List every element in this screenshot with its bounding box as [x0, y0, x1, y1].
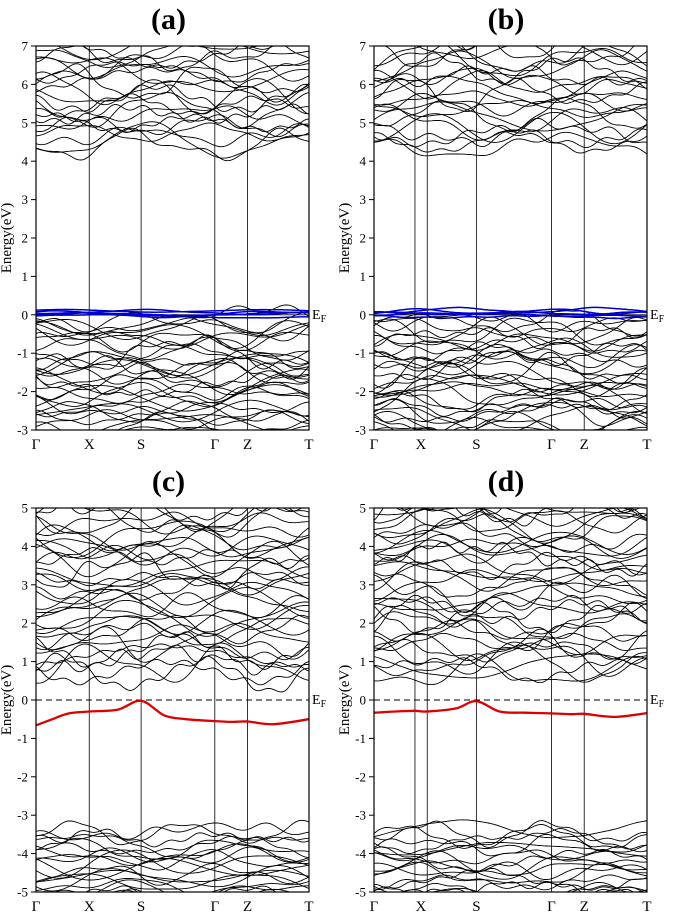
svg-text:3: 3	[359, 577, 366, 592]
svg-text:4: 4	[22, 539, 29, 554]
svg-text:1: 1	[22, 269, 29, 284]
svg-text:0: 0	[22, 693, 29, 708]
svg-text:EF: EF	[312, 308, 327, 325]
svg-text:X: X	[84, 437, 95, 453]
svg-text:Γ: Γ	[547, 437, 556, 453]
panel-d-label: (d)	[487, 465, 525, 498]
svg-text:S: S	[472, 899, 480, 915]
svg-text:2: 2	[22, 616, 29, 631]
svg-text:5: 5	[22, 502, 29, 516]
svg-text:3: 3	[359, 192, 366, 207]
band-plot-a: -3 -2 -1 0 1 2 3 4 5 6 7 Γ X S Γ Z T Energy(eV) EF	[0, 40, 327, 453]
panel-c-label: (c)	[151, 465, 186, 498]
svg-text:0: 0	[359, 693, 366, 708]
svg-text:Energy(eV): Energy(eV)	[0, 665, 15, 736]
svg-text:6: 6	[359, 77, 366, 92]
svg-text:Γ: Γ	[369, 437, 378, 453]
svg-text:T: T	[642, 437, 651, 453]
svg-text:Γ: Γ	[547, 899, 556, 915]
svg-text:T: T	[642, 899, 651, 915]
svg-text:4: 4	[359, 154, 366, 169]
svg-text:EF: EF	[312, 693, 327, 710]
svg-text:-3: -3	[17, 808, 28, 823]
svg-text:-5: -5	[17, 885, 28, 900]
svg-text:-3: -3	[17, 423, 28, 438]
svg-text:Z: Z	[243, 899, 252, 915]
panel-b-label: (b)	[487, 3, 525, 36]
svg-text:Γ: Γ	[32, 899, 41, 915]
svg-text:-2: -2	[17, 384, 28, 399]
band-plot-d: -5 -4 -3 -2 -1 0 1 2 3 4 5 Γ X S Γ Z T Energy(eV) EF	[338, 502, 665, 915]
svg-text:5: 5	[359, 115, 366, 130]
svg-text:3: 3	[22, 577, 29, 592]
svg-text:2: 2	[359, 616, 366, 631]
svg-text:0: 0	[359, 307, 366, 322]
panel-c: (c) -5 -4 -3 -2 -1 0 1 2 3 4 5 Γ X S Γ Z T Energy(eV) EF	[0, 462, 337, 924]
svg-text:Z: Z	[579, 899, 588, 915]
svg-text:Z: Z	[243, 437, 252, 453]
svg-text:T: T	[304, 899, 313, 915]
svg-text:-1: -1	[355, 346, 366, 361]
svg-text:S: S	[137, 899, 145, 915]
svg-text:5: 5	[22, 115, 29, 130]
svg-text:X: X	[415, 437, 426, 453]
svg-text:-2: -2	[355, 384, 366, 399]
svg-text:Energy(eV): Energy(eV)	[338, 203, 353, 274]
svg-text:-3: -3	[355, 423, 366, 438]
band-plot-b: -3 -2 -1 0 1 2 3 4 5 6 7 Γ X S Γ Z T Energy(eV) EF	[338, 40, 665, 453]
svg-text:7: 7	[22, 40, 29, 54]
svg-text:2: 2	[359, 231, 366, 246]
svg-text:7: 7	[359, 40, 366, 54]
svg-text:S: S	[472, 437, 480, 453]
svg-text:-3: -3	[355, 808, 366, 823]
svg-text:4: 4	[359, 539, 366, 554]
svg-text:6: 6	[22, 77, 29, 92]
svg-text:Energy(eV): Energy(eV)	[338, 665, 353, 736]
svg-text:Γ: Γ	[210, 899, 219, 915]
panel-b: (b) -3 -2 -1 0 1 2 3 4 5 6 7 Γ X S Γ Z T Energy(eV) EF	[337, 0, 675, 462]
svg-text:0: 0	[22, 307, 29, 322]
svg-text:1: 1	[359, 654, 366, 669]
svg-text:Γ: Γ	[32, 437, 41, 453]
svg-text:X: X	[84, 899, 95, 915]
svg-text:Z: Z	[579, 437, 588, 453]
svg-text:2: 2	[22, 231, 29, 246]
panel-a: (a) -3 -2 -1 0 1 2 3 4 5 6 7 Γ X S Γ Z T Energy(eV) EF	[0, 0, 337, 462]
svg-text:EF: EF	[650, 308, 665, 325]
svg-text:1: 1	[359, 269, 366, 284]
svg-text:-5: -5	[355, 885, 366, 900]
svg-text:4: 4	[22, 154, 29, 169]
svg-text:5: 5	[359, 502, 366, 516]
svg-text:X: X	[415, 899, 426, 915]
svg-text:-2: -2	[355, 769, 366, 784]
svg-text:-4: -4	[355, 846, 366, 861]
svg-text:-2: -2	[17, 769, 28, 784]
svg-text:Γ: Γ	[369, 899, 378, 915]
svg-text:T: T	[304, 437, 313, 453]
svg-text:3: 3	[22, 192, 29, 207]
svg-text:S: S	[137, 437, 145, 453]
svg-text:1: 1	[22, 654, 29, 669]
svg-text:-4: -4	[17, 846, 28, 861]
svg-text:-1: -1	[17, 731, 28, 746]
panel-d: (d) -5 -4 -3 -2 -1 0 1 2 3 4 5 Γ X S Γ Z T Energy(eV) EF	[337, 462, 675, 924]
band-plot-c: -5 -4 -3 -2 -1 0 1 2 3 4 5 Γ X S Γ Z T Energy(eV) EF	[0, 502, 327, 915]
panel-a-label: (a)	[151, 3, 186, 36]
svg-text:Energy(eV): Energy(eV)	[0, 203, 15, 274]
svg-text:Γ: Γ	[210, 437, 219, 453]
svg-text:-1: -1	[355, 731, 366, 746]
svg-text:EF: EF	[650, 693, 665, 710]
svg-text:-1: -1	[17, 346, 28, 361]
